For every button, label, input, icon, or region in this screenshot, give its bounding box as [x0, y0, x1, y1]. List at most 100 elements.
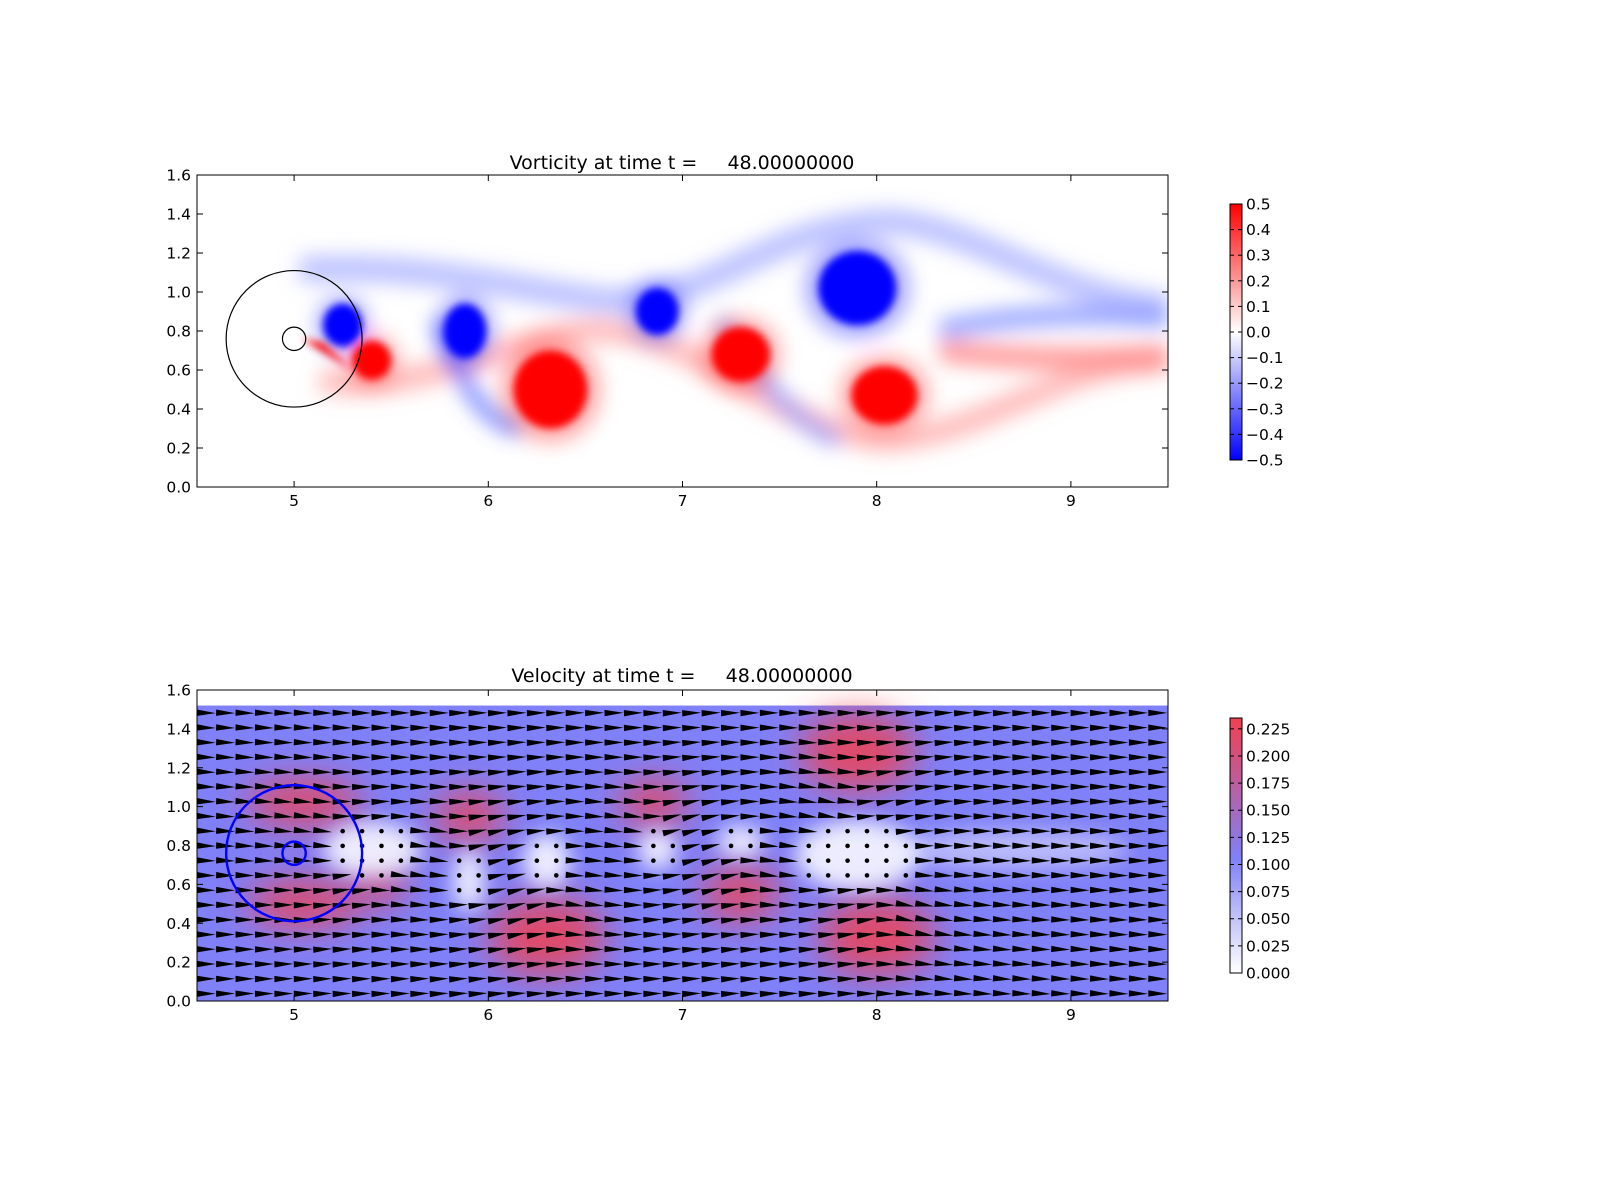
quiver-arrow — [507, 932, 527, 940]
quiver-arrow — [1148, 901, 1168, 909]
quiver-arrow — [352, 754, 372, 761]
quiver-arrow — [720, 903, 740, 910]
quiver-arrow — [197, 990, 216, 997]
quiver-arrow — [293, 990, 313, 998]
quiver-arrow — [992, 960, 1012, 967]
quiver-arrow — [274, 724, 294, 731]
quiver-arrow — [895, 769, 915, 777]
quiver-arrow — [1070, 827, 1090, 835]
quiver-arrow — [914, 885, 935, 893]
velocity-ytick-label: 0.0 — [166, 993, 191, 1011]
quiver-arrow — [895, 960, 915, 967]
quiver-arrow — [953, 871, 974, 879]
quiver-arrow — [1051, 813, 1071, 820]
quiver-arrow — [312, 826, 333, 834]
quiver-arrow — [352, 739, 372, 746]
quiver-arrow — [604, 812, 624, 819]
quiver-arrow — [915, 989, 935, 997]
quiver-arrow — [662, 799, 682, 807]
quiver-arrow — [740, 931, 760, 939]
quiver-arrow — [701, 903, 721, 910]
quiver-arrow — [798, 826, 818, 834]
quiver-arrow — [371, 724, 391, 731]
quiver-arrow — [604, 841, 624, 849]
quiver-dot — [379, 873, 384, 878]
quiver-arrow — [798, 976, 818, 983]
quiver-arrow — [216, 990, 236, 997]
quiver-arrow — [856, 769, 876, 776]
quiver-arrow — [254, 738, 274, 746]
quiver-arrow — [313, 917, 333, 924]
quiver-arrow — [254, 797, 274, 805]
quiver-arrow — [449, 783, 469, 791]
quiver-arrow — [429, 754, 449, 761]
quiver-arrow — [449, 813, 469, 820]
quiver-arrow — [1089, 990, 1110, 997]
quiver-arrow — [914, 929, 935, 937]
quiver-arrow — [856, 724, 876, 732]
quiver-arrow — [1128, 931, 1148, 938]
quiver-arrow — [623, 886, 643, 894]
quiver-arrow — [197, 931, 216, 938]
quiver-arrow — [216, 886, 236, 894]
quiver-arrow — [643, 946, 663, 953]
quiver-arrow — [759, 739, 779, 746]
quiver-arrow — [565, 798, 585, 805]
quiver-arrow — [992, 739, 1012, 746]
quiver-arrow — [487, 991, 507, 998]
quiver-arrow — [1051, 916, 1071, 923]
quiver-arrow — [856, 887, 876, 895]
quiver-arrow — [740, 871, 760, 879]
quiver-arrow — [274, 738, 294, 746]
quiver-arrow — [487, 858, 507, 866]
velocity-xtick-label: 8 — [872, 1006, 882, 1024]
quiver-arrow — [1031, 945, 1051, 953]
quiver-arrow — [662, 784, 682, 792]
quiver-arrow — [235, 946, 255, 953]
quiver-arrow — [740, 783, 760, 791]
quiver-arrow — [1109, 990, 1129, 997]
quiver-arrow — [779, 768, 799, 775]
quiver-arrow — [429, 856, 449, 863]
quiver-arrow — [526, 709, 546, 717]
quiver-arrow — [293, 887, 313, 894]
quiver-arrow — [429, 916, 449, 924]
velocity-colorbar-tick-label: 0.100 — [1246, 856, 1290, 874]
quiver-arrow — [643, 754, 663, 761]
quiver-arrow — [410, 798, 430, 805]
quiver-arrow — [1109, 886, 1129, 894]
quiver-arrow — [1128, 886, 1148, 894]
vorticity-xtick-label: 9 — [1066, 492, 1076, 510]
quiver-arrow — [837, 903, 857, 910]
quiver-dot — [845, 858, 850, 863]
quiver-arrow — [254, 783, 274, 790]
quiver-arrow — [390, 885, 410, 893]
quiver-arrow — [1148, 813, 1168, 820]
quiver-arrow — [274, 886, 294, 894]
quiver-arrow — [197, 812, 216, 820]
quiver-arrow — [953, 710, 974, 717]
quiver-arrow — [371, 916, 391, 923]
quiver-arrow — [507, 859, 527, 866]
quiver-arrow — [779, 841, 799, 849]
quiver-arrow — [371, 739, 391, 746]
quiver-arrow — [468, 709, 488, 717]
quiver-arrow — [409, 856, 430, 863]
quiver-arrow — [1109, 975, 1129, 982]
quiver-dot — [748, 828, 753, 834]
quiver-arrow — [235, 709, 255, 716]
quiver-arrow — [1070, 813, 1090, 820]
quiver-arrow — [1128, 709, 1148, 717]
quiver-arrow — [468, 769, 488, 776]
quiver-arrow — [662, 888, 682, 895]
quiver-arrow — [565, 754, 585, 761]
cylinder-circle — [281, 840, 307, 867]
quiver-arrow — [992, 857, 1012, 864]
quiver-arrow — [197, 783, 216, 790]
quiver-arrow — [507, 709, 527, 717]
quiver-arrow — [876, 785, 896, 792]
quiver-arrow — [992, 975, 1012, 982]
quiver-arrow — [837, 782, 857, 790]
quiver-arrow — [682, 739, 702, 747]
velocity-ytick-label: 0.4 — [166, 915, 191, 933]
